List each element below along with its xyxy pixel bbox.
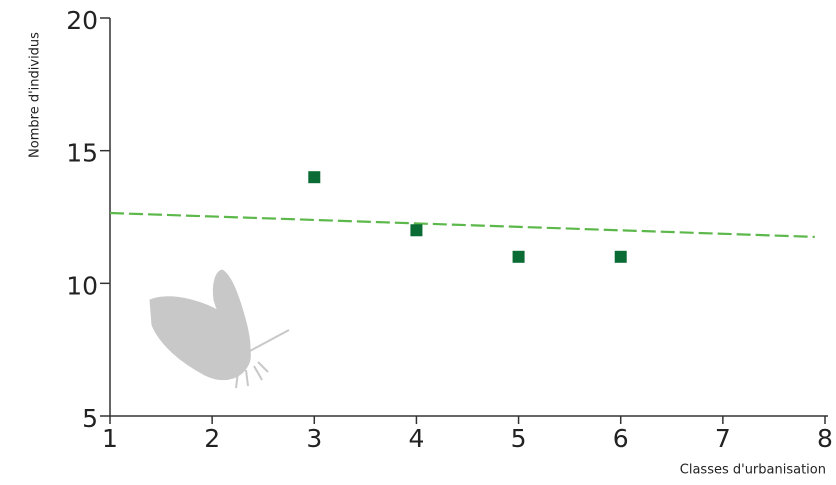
y-tick-label: 15 [66, 139, 98, 168]
x-tick-label: 5 [511, 424, 527, 453]
x-tick-label: 4 [408, 424, 424, 453]
x-tick-label: 8 [817, 424, 833, 453]
x-tick-label: 2 [204, 424, 220, 453]
data-point [512, 250, 525, 263]
butterfly-illustration [149, 269, 290, 389]
trend-line [109, 211, 815, 238]
y-axis-label: Nombre d'individus [28, 32, 43, 158]
data-point [308, 171, 321, 184]
x-tick-label: 7 [715, 424, 731, 453]
y-tick-label: 5 [82, 404, 98, 433]
y-tick-label: 10 [66, 271, 98, 300]
x-tick-label: 6 [613, 424, 629, 453]
x-tick-label: 1 [102, 424, 118, 453]
data-point [410, 224, 423, 237]
x-axis-label: Classes d'urbanisation [680, 463, 826, 478]
data-point [614, 250, 627, 263]
y-tick-label: 20 [66, 6, 98, 35]
x-tick-label: 3 [306, 424, 322, 453]
